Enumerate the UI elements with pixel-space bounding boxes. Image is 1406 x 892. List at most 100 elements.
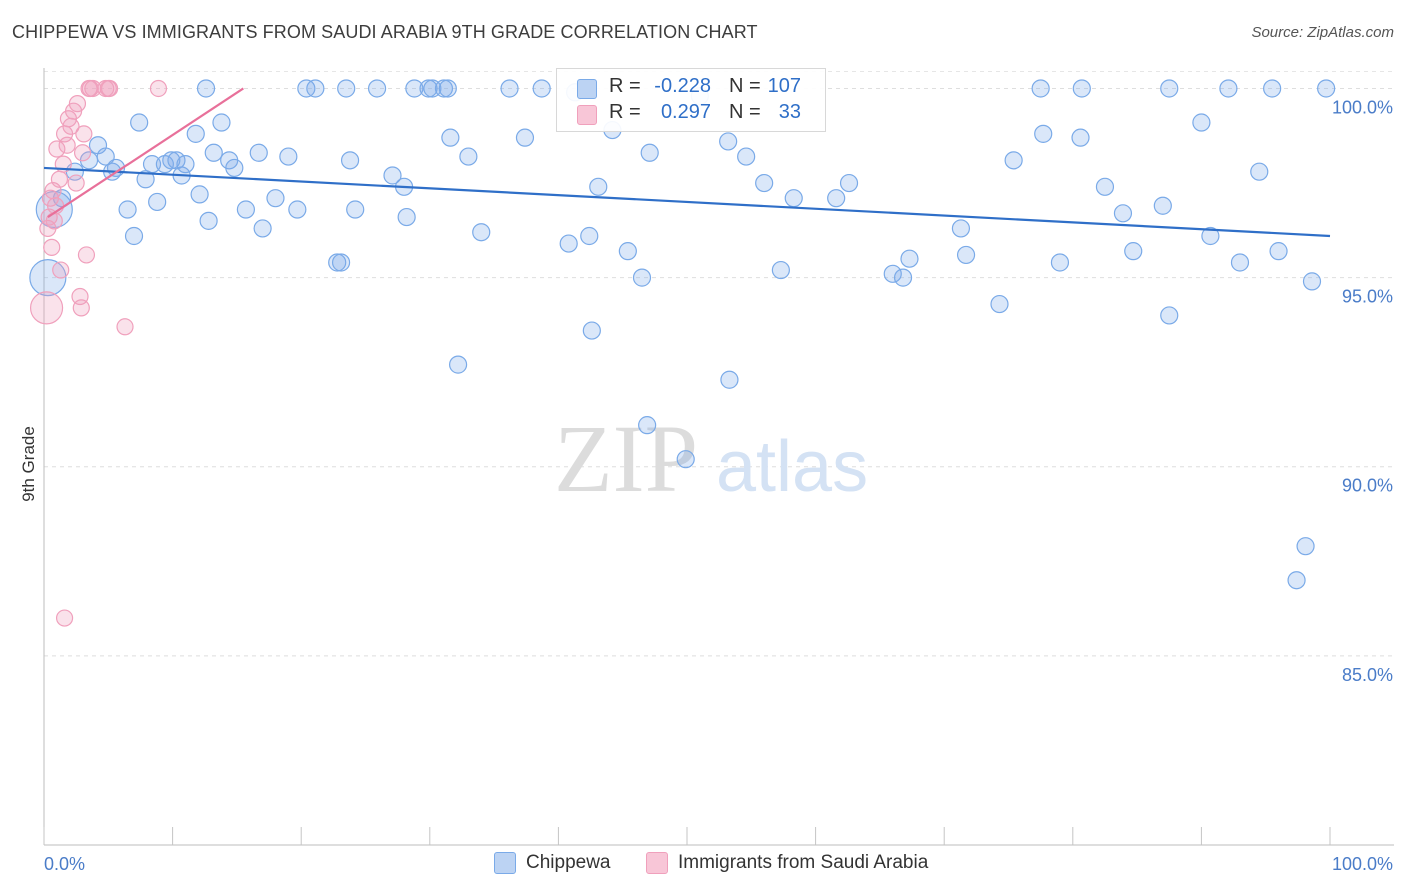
chippewa-point [288, 200, 307, 219]
chippewa-point [1201, 226, 1220, 246]
saudi-point [43, 238, 61, 256]
chippewa-point [96, 147, 115, 166]
chippewa-point [434, 79, 454, 98]
legend-r-value: 0.297 [660, 101, 711, 123]
chippewa-point [306, 79, 325, 98]
chippewa-point [1113, 204, 1133, 223]
chippewa-point [328, 253, 347, 272]
chippewa-point [1072, 79, 1091, 98]
chippewa-point [1160, 306, 1179, 325]
chippewa-point [582, 321, 601, 340]
legend-n-value: 33 [778, 101, 801, 123]
saudi-point [72, 299, 90, 317]
saudi-point [149, 79, 168, 98]
legend-chippewa-label: Chippewa [526, 852, 611, 873]
chippewa-point [883, 264, 902, 283]
chippewa-point [249, 143, 268, 162]
chippewa-point [1263, 79, 1282, 98]
chippewa-point [1192, 113, 1211, 132]
chippewa-point [1095, 177, 1115, 196]
saudi-point [77, 246, 96, 264]
chippewa-point [441, 128, 460, 147]
saudi-point [67, 174, 85, 192]
saudi-point [68, 95, 87, 113]
chippewa-point [204, 143, 223, 162]
chippewa-point [640, 143, 659, 162]
stats-legend: R = -0.228 N = 107 R = 0.297 N = 33 [556, 68, 826, 132]
y-tick-label: 90.0% [1342, 476, 1393, 496]
saudi-point [100, 79, 119, 98]
chippewa-point [1269, 242, 1288, 261]
saudi-trend-line [47, 87, 244, 219]
chippewa-point [839, 173, 859, 193]
chippewa-point [500, 79, 519, 98]
chippewa-point [1160, 79, 1179, 98]
grid-lines [44, 70, 1394, 657]
chippewa-point [253, 219, 272, 238]
legend-n-label: N = [729, 101, 761, 123]
chippewa-point [1124, 242, 1143, 261]
y-tick-label: 95.0% [1342, 287, 1393, 307]
chippewa-point [632, 268, 652, 287]
chippewa-point [956, 245, 976, 265]
chippewa-point [1050, 253, 1070, 272]
chippewa-point [225, 158, 244, 178]
chippewa-point [532, 79, 551, 98]
chippewa-point [559, 234, 578, 253]
saudi-swatch [577, 105, 597, 125]
chippewa-point [1031, 79, 1050, 98]
chippewa-point [266, 189, 285, 208]
chart-title: CHIPPEWA VS IMMIGRANTS FROM SAUDI ARABIA… [12, 22, 758, 42]
chippewa-point [459, 147, 478, 166]
chippewa-points [29, 79, 1336, 590]
saudi-point [75, 125, 93, 143]
chippewa-point [190, 185, 209, 204]
chippewa-point [990, 294, 1009, 314]
chippewa-point [720, 370, 739, 389]
chippewa-point [515, 128, 535, 147]
chippewa-point [1250, 162, 1269, 181]
chippewa-point [337, 79, 356, 98]
chippewa-point [1230, 253, 1250, 272]
chippewa-point [1317, 79, 1336, 98]
watermark-zip: ZIP [554, 405, 698, 512]
chippewa-point [893, 268, 913, 287]
legend-r-label: R = [609, 75, 641, 97]
chippewa-point [676, 450, 695, 469]
chippewa-point [1034, 124, 1053, 143]
chippewa-point [1004, 151, 1023, 170]
saudi-point [55, 609, 74, 627]
chippewa-point [1219, 79, 1238, 98]
y-tick-label: 85.0% [1342, 665, 1393, 685]
chippewa-point [136, 170, 155, 189]
x-tick-label-min: 0.0% [44, 854, 85, 874]
chippewa-point [900, 249, 919, 268]
chippewa-point [638, 416, 657, 435]
legend-n-label: N = [729, 75, 761, 97]
chippewa-point [1153, 196, 1172, 215]
chippewa-point [472, 223, 491, 242]
chippewa-point [1071, 128, 1090, 147]
x-tick-label-max: 100.0% [1332, 854, 1393, 874]
chippewa-point [162, 151, 181, 170]
saudi-point [58, 136, 76, 154]
chippewa-point [124, 226, 144, 246]
chippewa-point [784, 189, 803, 208]
chippewa-point [148, 192, 167, 212]
chippewa-point [176, 155, 195, 174]
chippewa-point [118, 200, 137, 219]
chippewa-point [340, 151, 360, 170]
saudi-point [116, 318, 134, 336]
chippewa-point [367, 79, 387, 98]
legend-n-value: 107 [767, 75, 801, 97]
chippewa-point [755, 173, 774, 193]
chart-source: Source: ZipAtlas.com [1251, 24, 1394, 41]
chippewa-point [212, 113, 231, 132]
legend-r-label: R = [609, 101, 641, 123]
chippewa-point [279, 147, 298, 166]
chippewa-point [331, 253, 351, 272]
chippewa-point [448, 355, 468, 374]
chippewa-trend-line [43, 166, 1331, 238]
chippewa-point [827, 189, 846, 208]
